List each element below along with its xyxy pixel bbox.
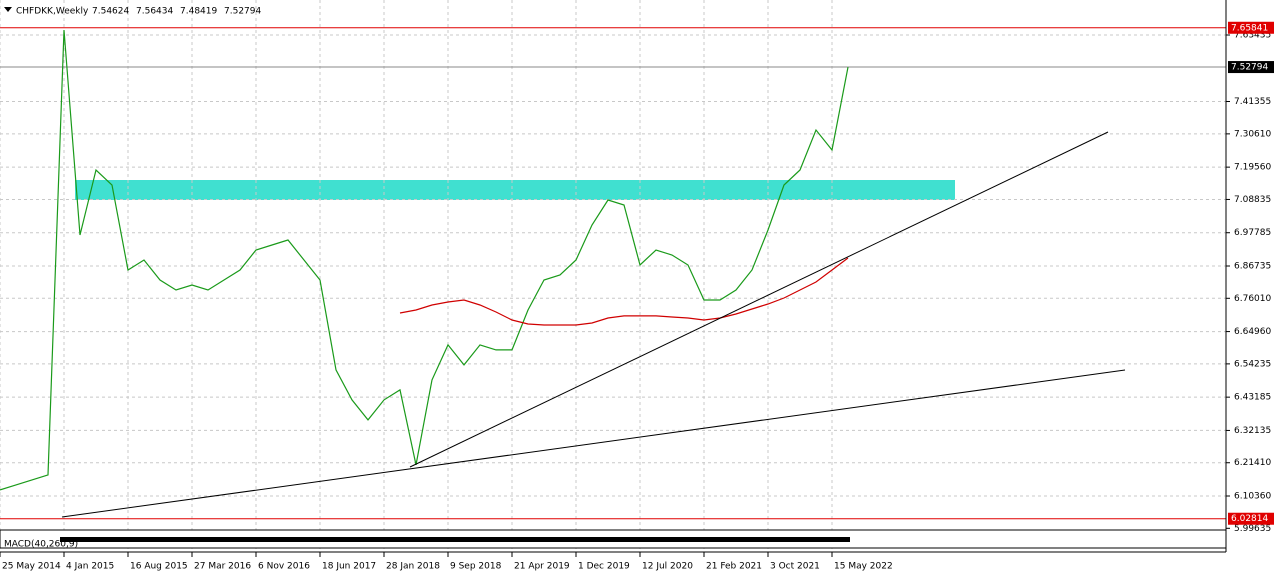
y-tick-label: 7.30610 <box>1234 129 1271 139</box>
x-tick-label: 16 Aug 2015 <box>130 562 188 572</box>
ohlc-value: 7.52794 <box>224 7 261 17</box>
indicator-histogram <box>60 537 850 542</box>
price-line <box>0 29 849 491</box>
x-tick-label: 4 Jan 2015 <box>66 562 114 572</box>
price-level-box <box>1228 512 1274 525</box>
trend-line[interactable] <box>61 369 1126 518</box>
zone-rectangle[interactable] <box>75 180 955 200</box>
y-tick-label: 7.08835 <box>1234 195 1271 205</box>
x-tick-label: 6 Nov 2016 <box>258 562 310 572</box>
y-tick-label: 7.19560 <box>1234 163 1271 173</box>
x-tick-label: 21 Apr 2019 <box>514 562 570 572</box>
price-level-label: 6.02814 <box>1231 514 1268 524</box>
y-tick-label: 6.21410 <box>1234 458 1271 468</box>
ohlc-value: 7.54624 <box>92 7 129 17</box>
x-tick-label: 9 Sep 2018 <box>450 562 502 572</box>
y-tick-label: 5.99635 <box>1234 524 1271 534</box>
price-level-box <box>1228 61 1274 74</box>
ohlc-value: 7.48419 <box>180 7 217 17</box>
price-level-box <box>1228 21 1274 34</box>
ohlc-value: 7.56434 <box>136 7 173 17</box>
price-line <box>399 257 849 326</box>
y-tick-label: 6.97785 <box>1234 228 1271 238</box>
x-tick-label: 27 Mar 2016 <box>194 562 251 572</box>
trend-line[interactable] <box>409 131 1109 468</box>
y-tick-label: 6.32135 <box>1234 426 1271 436</box>
x-tick-label: 18 Jun 2017 <box>322 562 376 572</box>
x-tick-label: 25 May 2014 <box>2 562 61 572</box>
y-tick-label: 6.10360 <box>1234 492 1271 502</box>
x-tick-label: 21 Feb 2021 <box>706 562 762 572</box>
x-tick-label: 15 May 2022 <box>834 562 893 572</box>
y-tick-label: 7.41355 <box>1234 97 1271 107</box>
price-level-label: 7.52794 <box>1231 63 1268 73</box>
y-tick-label: 6.43185 <box>1234 393 1271 403</box>
symbol-label: CHFDKK,Weekly <box>16 7 89 17</box>
y-tick-label: 7.63435 <box>1234 31 1271 41</box>
x-tick-label: 28 Jan 2018 <box>386 562 440 572</box>
price-level-label: 7.65841 <box>1231 23 1268 33</box>
x-tick-label: 1 Dec 2019 <box>578 562 630 572</box>
x-tick-label: 3 Oct 2021 <box>770 562 820 572</box>
x-tick-label: 12 Jul 2020 <box>642 562 693 572</box>
y-tick-label: 6.64960 <box>1234 327 1271 337</box>
menu-arrow[interactable] <box>4 7 12 12</box>
y-tick-label: 6.54235 <box>1234 359 1271 369</box>
y-tick-label: 6.86735 <box>1234 261 1271 271</box>
y-tick-label: 6.76010 <box>1234 294 1271 304</box>
indicator-label: MACD(40,260,9) <box>4 540 78 550</box>
